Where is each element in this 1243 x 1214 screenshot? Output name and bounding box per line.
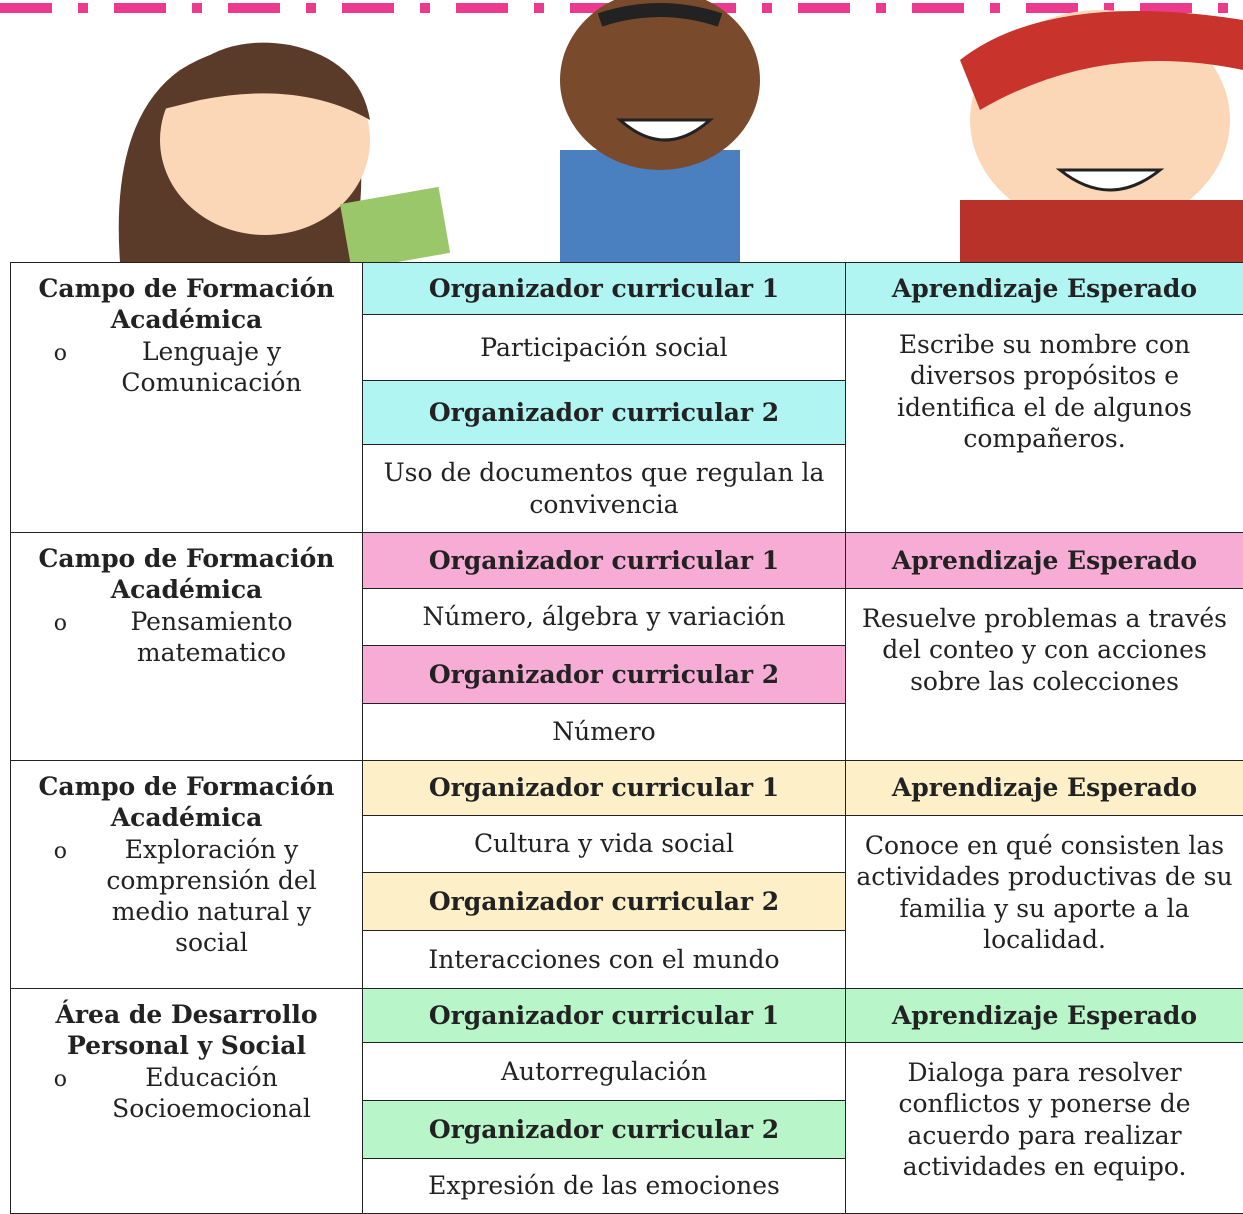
field-cell: Área de Desarrollo Personal y Social o Edu… [10,988,363,1214]
bullet: o [53,838,67,864]
learning-text: Resuelve problemas a través del conteo y… [845,588,1243,761]
field-title: Campo de Formación Académica [38,274,335,335]
org1: Participación social [362,314,846,381]
learning-header: Aprendizaje Esperado [845,760,1243,816]
area-name: Pensamiento matematico [130,606,293,667]
field-cell: Campo de Formación Académica o Exploración… [10,760,363,989]
field-cell: Campo de Formación Académica o Pensamiento… [10,532,363,761]
header-illustration [0,0,1243,262]
learning-text: Escribe su nombre con diversos propósito… [845,314,1243,533]
org2: Interacciones con el mundo [362,930,846,989]
field-title: Campo de Formación Académica [38,772,335,833]
org2: Expresión de las emociones [362,1158,846,1214]
org1: Autorregulación [362,1042,846,1101]
org2-header: Organizador curricular 2 [362,872,846,931]
learning-header: Aprendizaje Esperado [845,988,1243,1043]
bullet: o [53,610,67,636]
area-row: o Lenguaje y Comunicación [17,336,356,399]
learning-text: Dialoga para resolver conflictos y poner… [845,1042,1243,1214]
area-row: o Educación Socioemocional [17,1062,356,1125]
org2-header: Organizador curricular 2 [362,380,846,445]
org1: Cultura y vida social [362,815,846,873]
area-name: Exploración y comprensión del medio natu… [106,834,317,958]
org1: Número, álgebra y variación [362,588,846,646]
org2: Número [362,703,846,761]
org2-header: Organizador curricular 2 [362,1100,846,1159]
area-row: o Exploración y comprensión del medio nat… [17,834,356,959]
org1-header: Organizador curricular 1 [362,262,846,315]
org1-header: Organizador curricular 1 [362,532,846,589]
org1-header: Organizador curricular 1 [362,988,846,1043]
learning-text: Conoce en qué consisten las actividades … [845,815,1243,989]
org2: Uso de documentos que regulan la convive… [362,444,846,533]
area-name: Lenguaje y Comunicación [121,336,302,397]
org1-header: Organizador curricular 1 [362,760,846,816]
field-title: Campo de Formación Académica [38,544,335,605]
field-cell: Campo de Formación Académica o Lenguaje y … [10,262,363,533]
area-row: o Pensamiento matematico [17,606,356,669]
bullet: o [53,340,67,366]
learning-header: Aprendizaje Esperado [845,532,1243,589]
bullet: o [53,1066,67,1092]
area-name: Educación Socioemocional [112,1062,311,1123]
learning-header: Aprendizaje Esperado [845,262,1243,315]
org2-header: Organizador curricular 2 [362,645,846,704]
field-title: Área de Desarrollo Personal y Social [55,1000,318,1061]
